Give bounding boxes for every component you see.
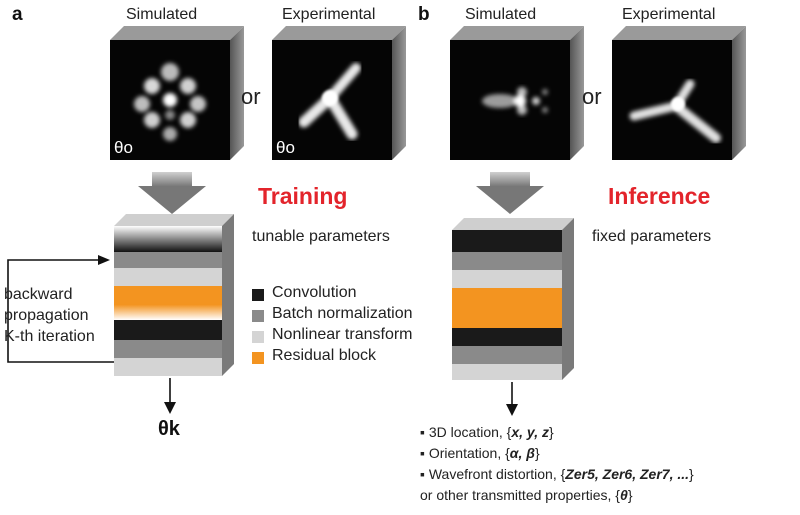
output-3d-location-vars: x, y, z bbox=[511, 424, 549, 440]
legend-label-residual-block: Residual block bbox=[272, 347, 377, 364]
training-title: Training bbox=[258, 183, 348, 209]
b-network-stack bbox=[452, 218, 574, 380]
a-input-arrow bbox=[138, 172, 206, 214]
tunable-parameters-text: tunable parameters bbox=[252, 228, 390, 245]
output-orientation: ▪ Orientation, {α, β} bbox=[420, 443, 694, 464]
legend-swatch-residual-block bbox=[252, 352, 264, 364]
a-network-stack bbox=[114, 214, 234, 376]
fixed-parameters-text: fixed parameters bbox=[592, 228, 712, 245]
backprop-line-1: backward bbox=[4, 286, 73, 303]
a-experimental-title: Experimental bbox=[282, 6, 376, 23]
b-experimental-image bbox=[612, 26, 746, 160]
bullet-2: ▪ bbox=[420, 445, 425, 461]
b-input-arrow bbox=[476, 172, 544, 214]
output-3d-location-text: 3D location, { bbox=[428, 424, 512, 440]
theta-k-output: θk bbox=[158, 418, 180, 440]
panel-b-label: b bbox=[418, 4, 430, 25]
a-or-text: or bbox=[241, 84, 261, 109]
a-simulated-image bbox=[110, 26, 244, 160]
output-3d-location: ▪ 3D location, {x, y, z} bbox=[420, 422, 694, 443]
b-simulated-image bbox=[450, 26, 584, 160]
b-output-arrow bbox=[506, 382, 518, 416]
b-experimental-title: Experimental bbox=[622, 6, 716, 23]
output-wavefront-text: Wavefront distortion, { bbox=[428, 466, 566, 482]
legend-label-nonlinear-transform: Nonlinear transform bbox=[272, 326, 413, 343]
output-other-text: or other transmitted properties, { bbox=[420, 487, 620, 503]
output-orientation-text: Orientation, { bbox=[428, 445, 510, 461]
a-sim-theta0: θo bbox=[114, 138, 133, 157]
backprop-loop-arrow bbox=[7, 255, 114, 363]
output-orientation-vars: α, β bbox=[509, 445, 535, 461]
output-other-end: } bbox=[627, 487, 633, 503]
b-simulated-title: Simulated bbox=[465, 6, 537, 23]
output-3d-location-end: } bbox=[548, 424, 554, 440]
output-wavefront-end: } bbox=[689, 466, 694, 482]
output-wavefront-vars: Zer5, Zer6, Zer7, ... bbox=[565, 466, 690, 482]
legend-label-convolution: Convolution bbox=[272, 284, 357, 301]
bullet-3: ▪ bbox=[420, 466, 425, 482]
output-other: or other transmitted properties, {θ} bbox=[420, 485, 694, 506]
output-other-vars: θ bbox=[620, 487, 628, 503]
legend-swatch-nonlinear-transform bbox=[252, 331, 264, 343]
b-or-text: or bbox=[582, 84, 602, 109]
a-output-arrow bbox=[164, 378, 176, 414]
output-orientation-end: } bbox=[534, 445, 540, 461]
legend-swatch-batch-normalization bbox=[252, 310, 264, 322]
a-experimental-image bbox=[272, 26, 406, 160]
a-exp-theta0: θo bbox=[276, 138, 295, 157]
panel-a-label: a bbox=[12, 4, 23, 25]
legend-swatch-convolution bbox=[252, 289, 264, 301]
output-wavefront: ▪ Wavefront distortion, {Zer5, Zer6, Zer… bbox=[420, 464, 694, 485]
backprop-line-2: propagation bbox=[4, 307, 89, 324]
legend-label-batch-normalization: Batch normalization bbox=[272, 305, 413, 322]
bullet-1: ▪ bbox=[420, 424, 425, 440]
a-simulated-title: Simulated bbox=[126, 6, 198, 23]
inference-title: Inference bbox=[608, 183, 711, 209]
output-list: ▪ 3D location, {x, y, z} ▪ Orientation, … bbox=[420, 422, 694, 506]
backprop-line-3: K-th iteration bbox=[4, 328, 95, 345]
